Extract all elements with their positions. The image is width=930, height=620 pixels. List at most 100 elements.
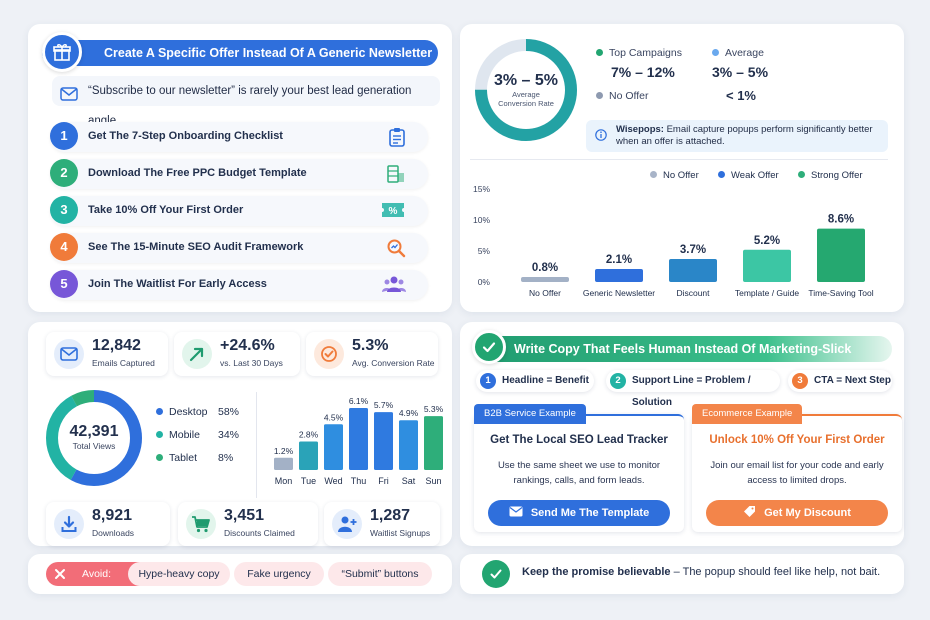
chart-bar — [521, 277, 569, 282]
y-tick-label: 15% — [473, 184, 490, 194]
bar-value-label: 2.1% — [606, 254, 632, 266]
tag-icon — [744, 506, 756, 517]
get-discount-button[interactable]: Get My Discount — [706, 500, 888, 526]
offer-number: 4 — [50, 233, 78, 261]
bar-value-label: 3.7% — [680, 244, 706, 256]
top-campaigns-value: 7% – 12% — [611, 64, 675, 80]
offer-item[interactable]: 3 Take 10% Off Your First Order% — [50, 196, 428, 226]
week-day-label: Wed — [324, 476, 342, 486]
metric-label: Discounts Claimed — [224, 528, 295, 538]
blue-dot — [712, 49, 719, 56]
add-user-icon — [332, 509, 362, 539]
info-icon — [595, 129, 607, 145]
no-offer-value: < 1% — [726, 88, 756, 103]
b2b-title: Get The Local SEO Lead Tracker — [490, 434, 668, 446]
offer-bar-chart: 15% 10% 5% 0% 0.8% No Offer 2.1% Generic Newsle… — [473, 184, 874, 298]
promise-text: Keep the promise believable – The popup … — [522, 566, 881, 578]
offer-item[interactable]: 1 Get The 7-Step Onboarding Checklist — [50, 122, 428, 152]
no-offer-label: No Offer — [596, 90, 649, 102]
offer-item[interactable]: 5 Join The Waitlist For Early Access — [50, 270, 428, 300]
week-day-label: Tue — [301, 476, 316, 486]
y-tick-label: 0% — [478, 277, 491, 287]
send-template-button[interactable]: Send Me The Template — [488, 500, 670, 526]
offer-label: Download The Free PPC Budget Template — [88, 167, 307, 179]
week-bar — [399, 420, 418, 470]
views-center: 42,391 Total Views — [44, 423, 144, 451]
promise-bar: Keep the promise believable – The popup … — [460, 554, 904, 594]
week-bar-label: 5.7% — [374, 400, 394, 410]
gift-icon — [42, 32, 82, 72]
offer-label: Get The 7-Step Onboarding Checklist — [88, 130, 283, 142]
cart-icon — [186, 509, 216, 539]
week-bar — [299, 441, 318, 470]
target-check-icon — [314, 339, 344, 369]
offer-number: 3 — [50, 196, 78, 224]
week-bar — [324, 424, 343, 470]
legend-item: Weak Offer — [718, 170, 779, 181]
bar-value-label: 8.6% — [828, 214, 854, 226]
views-donut — [46, 390, 142, 486]
y-tick-label: 5% — [478, 246, 491, 256]
metric-card: 1,287 Waitlist Signups — [324, 502, 440, 546]
metric-card: 5.3% Avg. Conversion Rate — [306, 332, 438, 376]
offer-label: See The 15-Minute SEO Audit Framework — [88, 241, 304, 253]
offer-item[interactable]: 4 See The 15-Minute SEO Audit Framework — [50, 233, 428, 263]
metric-label: Downloads — [92, 528, 135, 538]
offers-title: Create A Specific Offer Instead Of A Gen… — [42, 40, 438, 86]
metric-value: 5.3% — [352, 337, 389, 354]
offers-panel: Create A Specific Offer Instead Of A Gen… — [28, 24, 452, 312]
conversion-donut — [475, 39, 577, 141]
metric-card: 12,842 Emails Captured — [46, 332, 168, 376]
chart-bar — [595, 268, 643, 282]
pill-cta: 3 CTA = Next Step — [788, 370, 892, 392]
newsletter-quote: “Subscribe to our newsletter” is rarely … — [52, 76, 440, 127]
b2b-tab: B2B Service Example — [474, 404, 586, 424]
chart-bar — [743, 249, 791, 282]
pill-support-line: 2 Support Line = Problem / Solution — [606, 370, 780, 408]
avoid-fake-urgency: Fake urgency — [234, 562, 324, 586]
week-day-label: Mon — [275, 476, 293, 486]
donut-segment — [46, 390, 142, 486]
magnifier-icon — [386, 238, 406, 263]
week-bar-label: 1.2% — [274, 446, 294, 456]
legend-item: Strong Offer — [798, 170, 863, 181]
envelope-icon — [54, 339, 84, 369]
copy-panel: Write Copy That Feels Human Instead Of M… — [460, 322, 904, 546]
chart-bar — [669, 259, 717, 282]
quote-text: “Subscribe to our newsletter” is rarely … — [88, 85, 412, 127]
offer-number: 1 — [50, 122, 78, 150]
check-icon — [482, 560, 510, 588]
week-day-label: Sat — [402, 476, 416, 486]
average-label: Average — [712, 47, 764, 59]
x-tick-label: Discount — [676, 288, 710, 298]
ecom-body: Join our email list for your code and ea… — [710, 460, 884, 486]
week-bar-label: 4.5% — [324, 412, 344, 422]
x-icon — [46, 562, 74, 586]
metric-value: 3,451 — [224, 507, 265, 524]
gray-dot — [596, 92, 603, 99]
metric-value: 1,287 — [370, 507, 411, 524]
ecommerce-example-card: Unlock 10% Off Your First Order Join our… — [692, 414, 902, 532]
download-icon — [54, 509, 84, 539]
donut-label-1: Average — [512, 90, 540, 99]
week-day-label: Sun — [425, 476, 441, 486]
legend-item: No Offer — [650, 170, 699, 181]
week-bar-label: 5.3% — [424, 404, 444, 414]
envelope-icon — [60, 83, 78, 113]
spreadsheet-icon — [386, 164, 406, 189]
donut-label-2: Conversion Rate — [498, 99, 554, 108]
metric-value: +24.6% — [220, 337, 275, 354]
donut-segment — [46, 390, 142, 486]
device-percent: 34% — [218, 429, 240, 441]
b2b-example-card: Get The Local SEO Lead Tracker Use the s… — [474, 414, 684, 532]
chart-bar — [817, 228, 865, 282]
week-day-label: Thu — [351, 476, 367, 486]
donut-value: 3% – 5% — [493, 72, 559, 89]
offer-item[interactable]: 2 Download The Free PPC Budget Template — [50, 159, 428, 189]
clipboard-icon — [388, 127, 406, 152]
average-value: 3% – 5% — [712, 64, 769, 80]
avoid-submit-buttons: “Submit” buttons — [328, 562, 432, 586]
week-bar-label: 2.8% — [299, 430, 319, 440]
week-bar — [274, 457, 293, 470]
device-percent: 58% — [218, 406, 240, 418]
